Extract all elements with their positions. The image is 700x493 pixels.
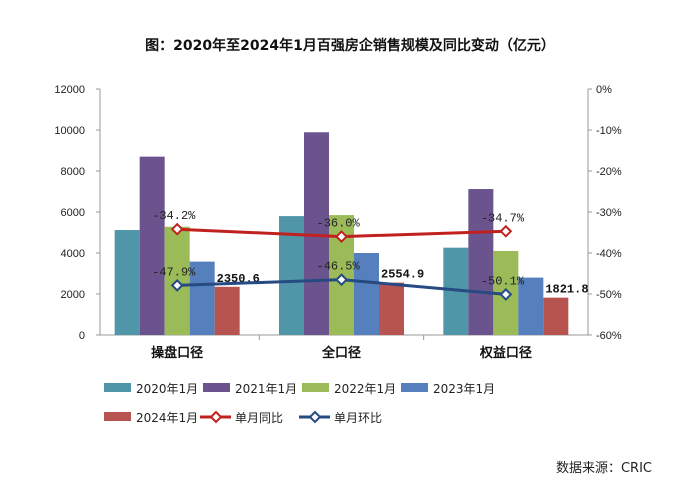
chart-title: 图：2020年至2024年1月百强房企销售规模及同比变动（亿元） (145, 37, 555, 54)
category-label: 全口径 (321, 345, 361, 361)
right-tick-label: -40% (596, 248, 622, 260)
left-tick-label: 10000 (54, 125, 85, 137)
right-tick-label: -50% (596, 289, 622, 301)
bar (214, 286, 240, 335)
right-tick-label: -60% (596, 330, 622, 342)
left-tick-label: 12000 (54, 84, 85, 96)
bar (139, 156, 165, 335)
right-tick-label: -10% (596, 125, 622, 137)
legend-label: 单月环比 (334, 411, 382, 425)
left-tick-label: 8000 (61, 166, 85, 178)
left-tick-label: 4000 (61, 248, 85, 260)
legend-marker (209, 410, 223, 424)
legend-label: 2021年1月 (235, 382, 297, 396)
bar-data-label: 2554.9 (381, 268, 424, 282)
bar (468, 189, 494, 335)
bar (354, 253, 379, 335)
right-tick-label: -30% (596, 207, 622, 219)
legend-swatch (401, 383, 428, 392)
left-tick-label: 0 (79, 330, 85, 342)
legend-label: 2024年1月 (136, 411, 198, 425)
line-marker (170, 278, 184, 292)
category-label: 权益口径 (479, 345, 532, 361)
bar (543, 297, 569, 335)
left-tick-label: 2000 (61, 289, 85, 301)
legend-marker (308, 410, 322, 424)
bar-data-label: 1821.8 (545, 283, 588, 297)
legend-swatch (203, 383, 230, 392)
bar (189, 261, 215, 335)
line-marker (170, 222, 184, 236)
line-data-label: -46.5% (317, 260, 361, 274)
bar (518, 277, 544, 335)
category-label: 操盘口径 (151, 345, 203, 361)
legend-label: 单月同比 (235, 411, 283, 425)
line-data-label: -47.9% (152, 265, 196, 279)
left-tick-label: 6000 (61, 207, 85, 219)
bar (379, 282, 404, 335)
legend-swatch (104, 383, 131, 392)
source-note: 数据来源：CRIC (556, 461, 652, 476)
line-marker (335, 273, 348, 287)
legend-swatch (302, 383, 329, 392)
line-data-label: -34.7% (481, 211, 525, 225)
legend-label: 2022年1月 (334, 382, 396, 396)
right-tick-label: 0% (596, 84, 612, 96)
line-data-label: -50.1% (481, 274, 525, 288)
line-marker (335, 230, 348, 244)
legend-swatch (104, 412, 131, 421)
line-data-label: -34.2% (152, 209, 196, 223)
line-marker (499, 287, 513, 301)
bar (114, 230, 140, 335)
line-data-label: -36.0% (317, 217, 361, 231)
legend-label: 2023年1月 (433, 382, 495, 396)
right-tick-label: -20% (596, 166, 622, 178)
line-marker (499, 224, 513, 238)
legend-label: 2020年1月 (136, 382, 198, 396)
